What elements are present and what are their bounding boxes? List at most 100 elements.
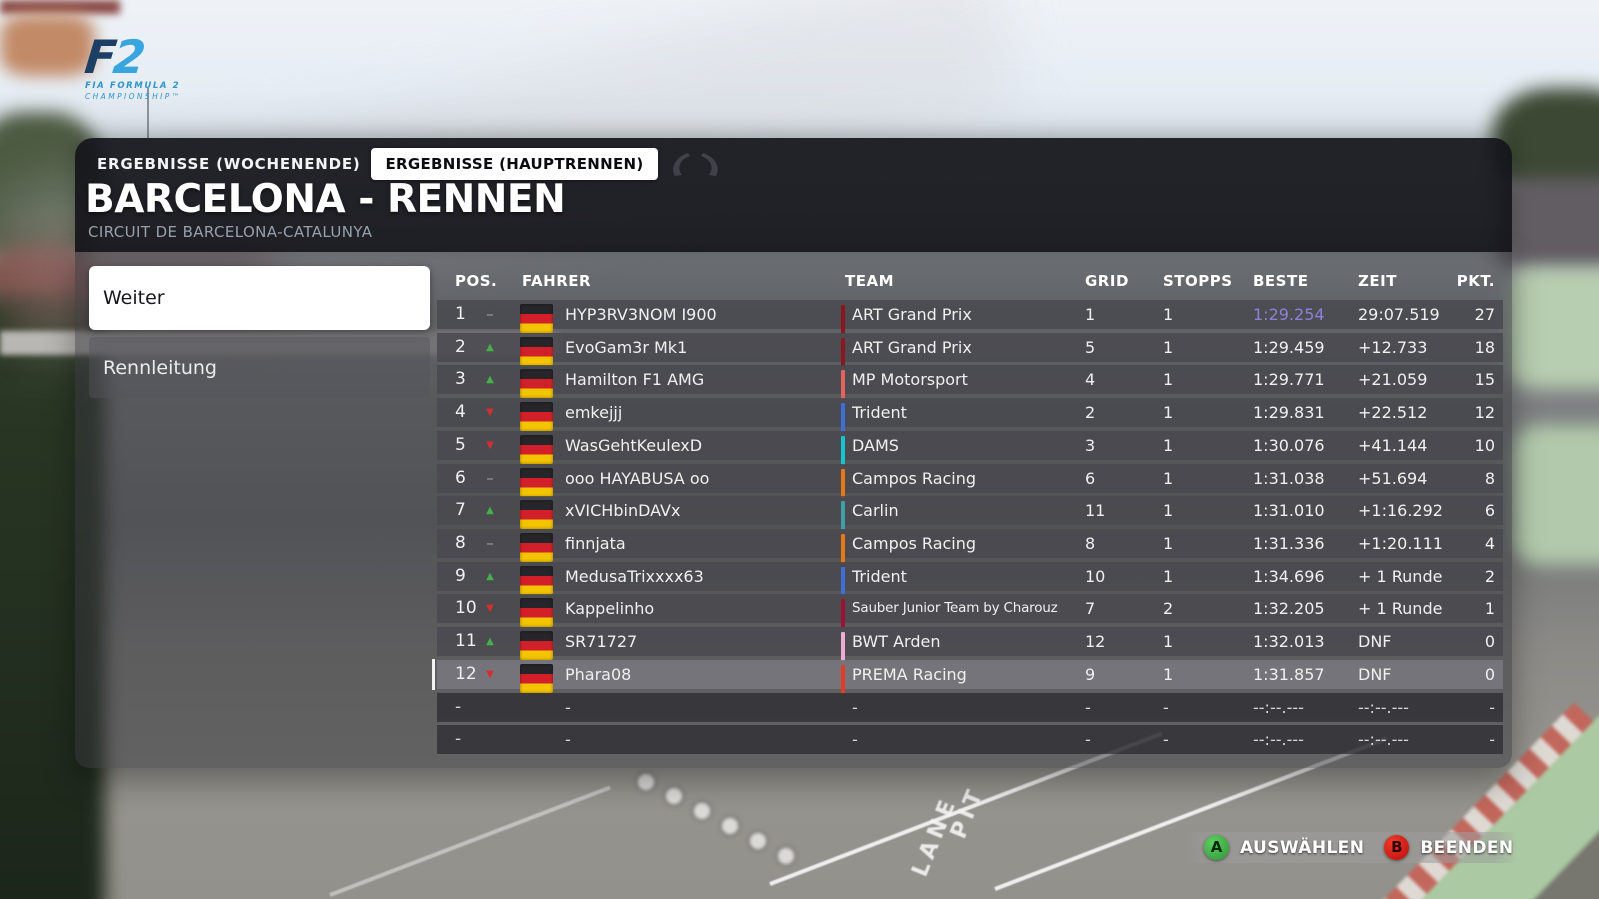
table-row[interactable]: 8 – finnjata Campos Racing 8 1 1:31.336 … <box>437 529 1503 563</box>
best-lap-cell: 1:34.696 <box>1253 567 1325 586</box>
page-title: BARCELONA - RENNEN <box>85 177 566 222</box>
team-name-cell: Trident <box>852 567 907 586</box>
driver-name-cell: Kappelinho <box>565 599 655 618</box>
germany-flag-icon <box>520 566 553 595</box>
background-antenna-pole <box>147 88 149 138</box>
race-time-cell: +51.694 <box>1358 469 1428 488</box>
position-cell: 11 <box>455 631 477 651</box>
germany-flag-icon <box>520 337 553 366</box>
team-color-bar <box>841 305 845 334</box>
team-name-cell: - <box>852 698 858 717</box>
position-change-icon: ▼ <box>486 407 494 418</box>
auswaehlen-button[interactable]: AUSWÄHLEN <box>1240 837 1365 858</box>
points-cell: 2 <box>1484 567 1495 586</box>
table-row[interactable]: 3 ▲ Hamilton F1 AMG MP Motorsport 4 1 1:… <box>437 365 1503 399</box>
best-lap-cell: 1:29.459 <box>1253 338 1325 357</box>
f2-logo-mark: F2 <box>82 30 149 84</box>
table-row[interactable]: 5 ▼ WasGehtKeulexD DAMS 3 1 1:30.076 +41… <box>437 431 1503 465</box>
points-cell: 15 <box>1474 370 1495 389</box>
column-header-fahrer: FAHRER <box>522 272 592 290</box>
sidebar-item-rennleitung[interactable]: Rennleitung <box>89 337 430 398</box>
tire-stack <box>746 829 770 853</box>
team-name-cell: Campos Racing <box>852 469 977 488</box>
germany-flag-icon <box>520 631 553 660</box>
grid-cell: 8 <box>1085 534 1096 553</box>
stopps-cell: 1 <box>1163 338 1174 357</box>
stopps-cell: 1 <box>1163 665 1174 684</box>
driver-name-cell: SR71727 <box>565 632 638 651</box>
background-runoff-green <box>1508 268 1599 388</box>
table-row[interactable]: 6 – ooo HAYABUSA oo Campos Racing 6 1 1:… <box>437 464 1503 498</box>
position-change-icon: ▲ <box>486 374 494 385</box>
points-cell: 4 <box>1484 534 1495 553</box>
team-color-bar <box>841 436 845 465</box>
sidebar-item-weiter[interactable]: Weiter <box>89 266 430 330</box>
points-cell: - <box>1489 730 1495 749</box>
germany-flag-icon <box>520 468 553 497</box>
germany-flag-icon <box>520 435 553 464</box>
best-lap-cell: 1:32.013 <box>1253 632 1325 651</box>
race-time-cell: + 1 Runde <box>1358 599 1443 618</box>
table-row[interactable]: 4 ▼ emkejjj Trident 2 1 1:29.831 +22.512… <box>437 398 1503 432</box>
background-fence-right <box>0 0 120 14</box>
gamepad-b-button-icon[interactable]: B <box>1384 835 1410 860</box>
team-color-bar <box>841 599 845 628</box>
stopps-cell: 1 <box>1163 436 1174 455</box>
driver-name-cell: Hamilton F1 AMG <box>565 370 705 389</box>
table-row[interactable]: 11 ▲ SR71727 BWT Arden 12 1 1:32.013 DNF… <box>437 627 1503 661</box>
race-time-cell: +1:20.111 <box>1358 534 1443 553</box>
stopps-cell: 1 <box>1163 403 1174 422</box>
column-header-pkt: PKT. <box>1456 272 1495 290</box>
gamepad-a-button-icon[interactable]: A <box>1204 835 1229 860</box>
team-name-cell: PREMA Racing <box>852 665 967 684</box>
position-change-icon: ▲ <box>486 571 494 582</box>
table-row[interactable]: - - - - - --:--.--- --:--.--- - <box>437 725 1503 754</box>
team-color-bar <box>841 632 845 661</box>
best-lap-cell: 1:32.205 <box>1253 599 1325 618</box>
table-row[interactable]: 7 ▲ xVICHbinDAVx Carlin 11 1 1:31.010 +1… <box>437 496 1503 530</box>
sidebar-item-label: Rennleitung <box>103 356 217 379</box>
rb-bumper-icon[interactable] <box>699 151 723 178</box>
best-lap-cell: --:--.--- <box>1253 698 1304 717</box>
race-time-cell: --:--.--- <box>1358 730 1409 749</box>
germany-flag-icon <box>520 304 553 333</box>
position-cell: 2 <box>455 337 466 357</box>
stopps-cell: 1 <box>1163 469 1174 488</box>
position-cell: 4 <box>455 402 466 422</box>
table-row[interactable]: 2 ▲ EvoGam3r Mk1 ART Grand Prix 5 1 1:29… <box>437 333 1503 367</box>
grid-cell: 6 <box>1085 469 1096 488</box>
points-cell: 1 <box>1484 599 1495 618</box>
tab-ergebnisse-wochenende[interactable]: ERGEBNISSE (WOCHENENDE) <box>97 155 361 173</box>
page-subtitle: CIRCUIT DE BARCELONA-CATALUNYA <box>88 223 373 241</box>
driver-name-cell: Phara08 <box>565 665 632 684</box>
table-row[interactable]: 1 – HYP3RV3NOM I900 ART Grand Prix 1 1 1… <box>437 300 1503 334</box>
position-cell: 9 <box>455 566 466 586</box>
beenden-button[interactable]: BEENDEN <box>1420 837 1514 858</box>
table-row[interactable]: - - - - - --:--.--- --:--.--- - <box>437 693 1503 722</box>
results-table-header: POS. FAHRER TEAM GRID STOPPS BESTE ZEIT … <box>437 272 1503 294</box>
tab-ergebnisse-hauptrennen[interactable]: ERGEBNISSE (HAUPTRENNEN) <box>371 148 658 180</box>
germany-flag-icon <box>520 369 553 398</box>
driver-name-cell: MedusaTrixxxx63 <box>565 567 704 586</box>
grid-cell: 2 <box>1085 403 1096 422</box>
lb-bumper-icon[interactable] <box>668 151 692 178</box>
column-header-team: TEAM <box>845 272 895 290</box>
driver-name-cell: - <box>565 730 571 749</box>
team-name-cell: Carlin <box>852 501 899 520</box>
position-cell: 6 <box>455 468 466 488</box>
stopps-cell: 1 <box>1163 534 1174 553</box>
position-change-icon: ▼ <box>486 669 494 680</box>
best-lap-cell: 1:31.336 <box>1253 534 1325 553</box>
grid-cell: 4 <box>1085 370 1096 389</box>
points-cell: 0 <box>1484 665 1495 684</box>
background-red-runoff <box>0 14 95 76</box>
germany-flag-icon <box>520 533 553 562</box>
table-row[interactable]: 10 ▼ Kappelinho Sauber Junior Team by Ch… <box>437 594 1503 628</box>
table-row[interactable]: 9 ▲ MedusaTrixxxx63 Trident 10 1 1:34.69… <box>437 562 1503 596</box>
best-lap-cell: 1:30.076 <box>1253 436 1325 455</box>
f2-championship-logo: F2 FIA FORMULA 2 CHAMPIONSHIP™ <box>82 30 182 101</box>
team-name-cell: Trident <box>852 403 907 422</box>
table-row[interactable]: 12 ▼ Phara08 PREMA Racing 9 1 1:31.857 D… <box>437 660 1503 694</box>
position-change-icon: – <box>486 469 494 487</box>
